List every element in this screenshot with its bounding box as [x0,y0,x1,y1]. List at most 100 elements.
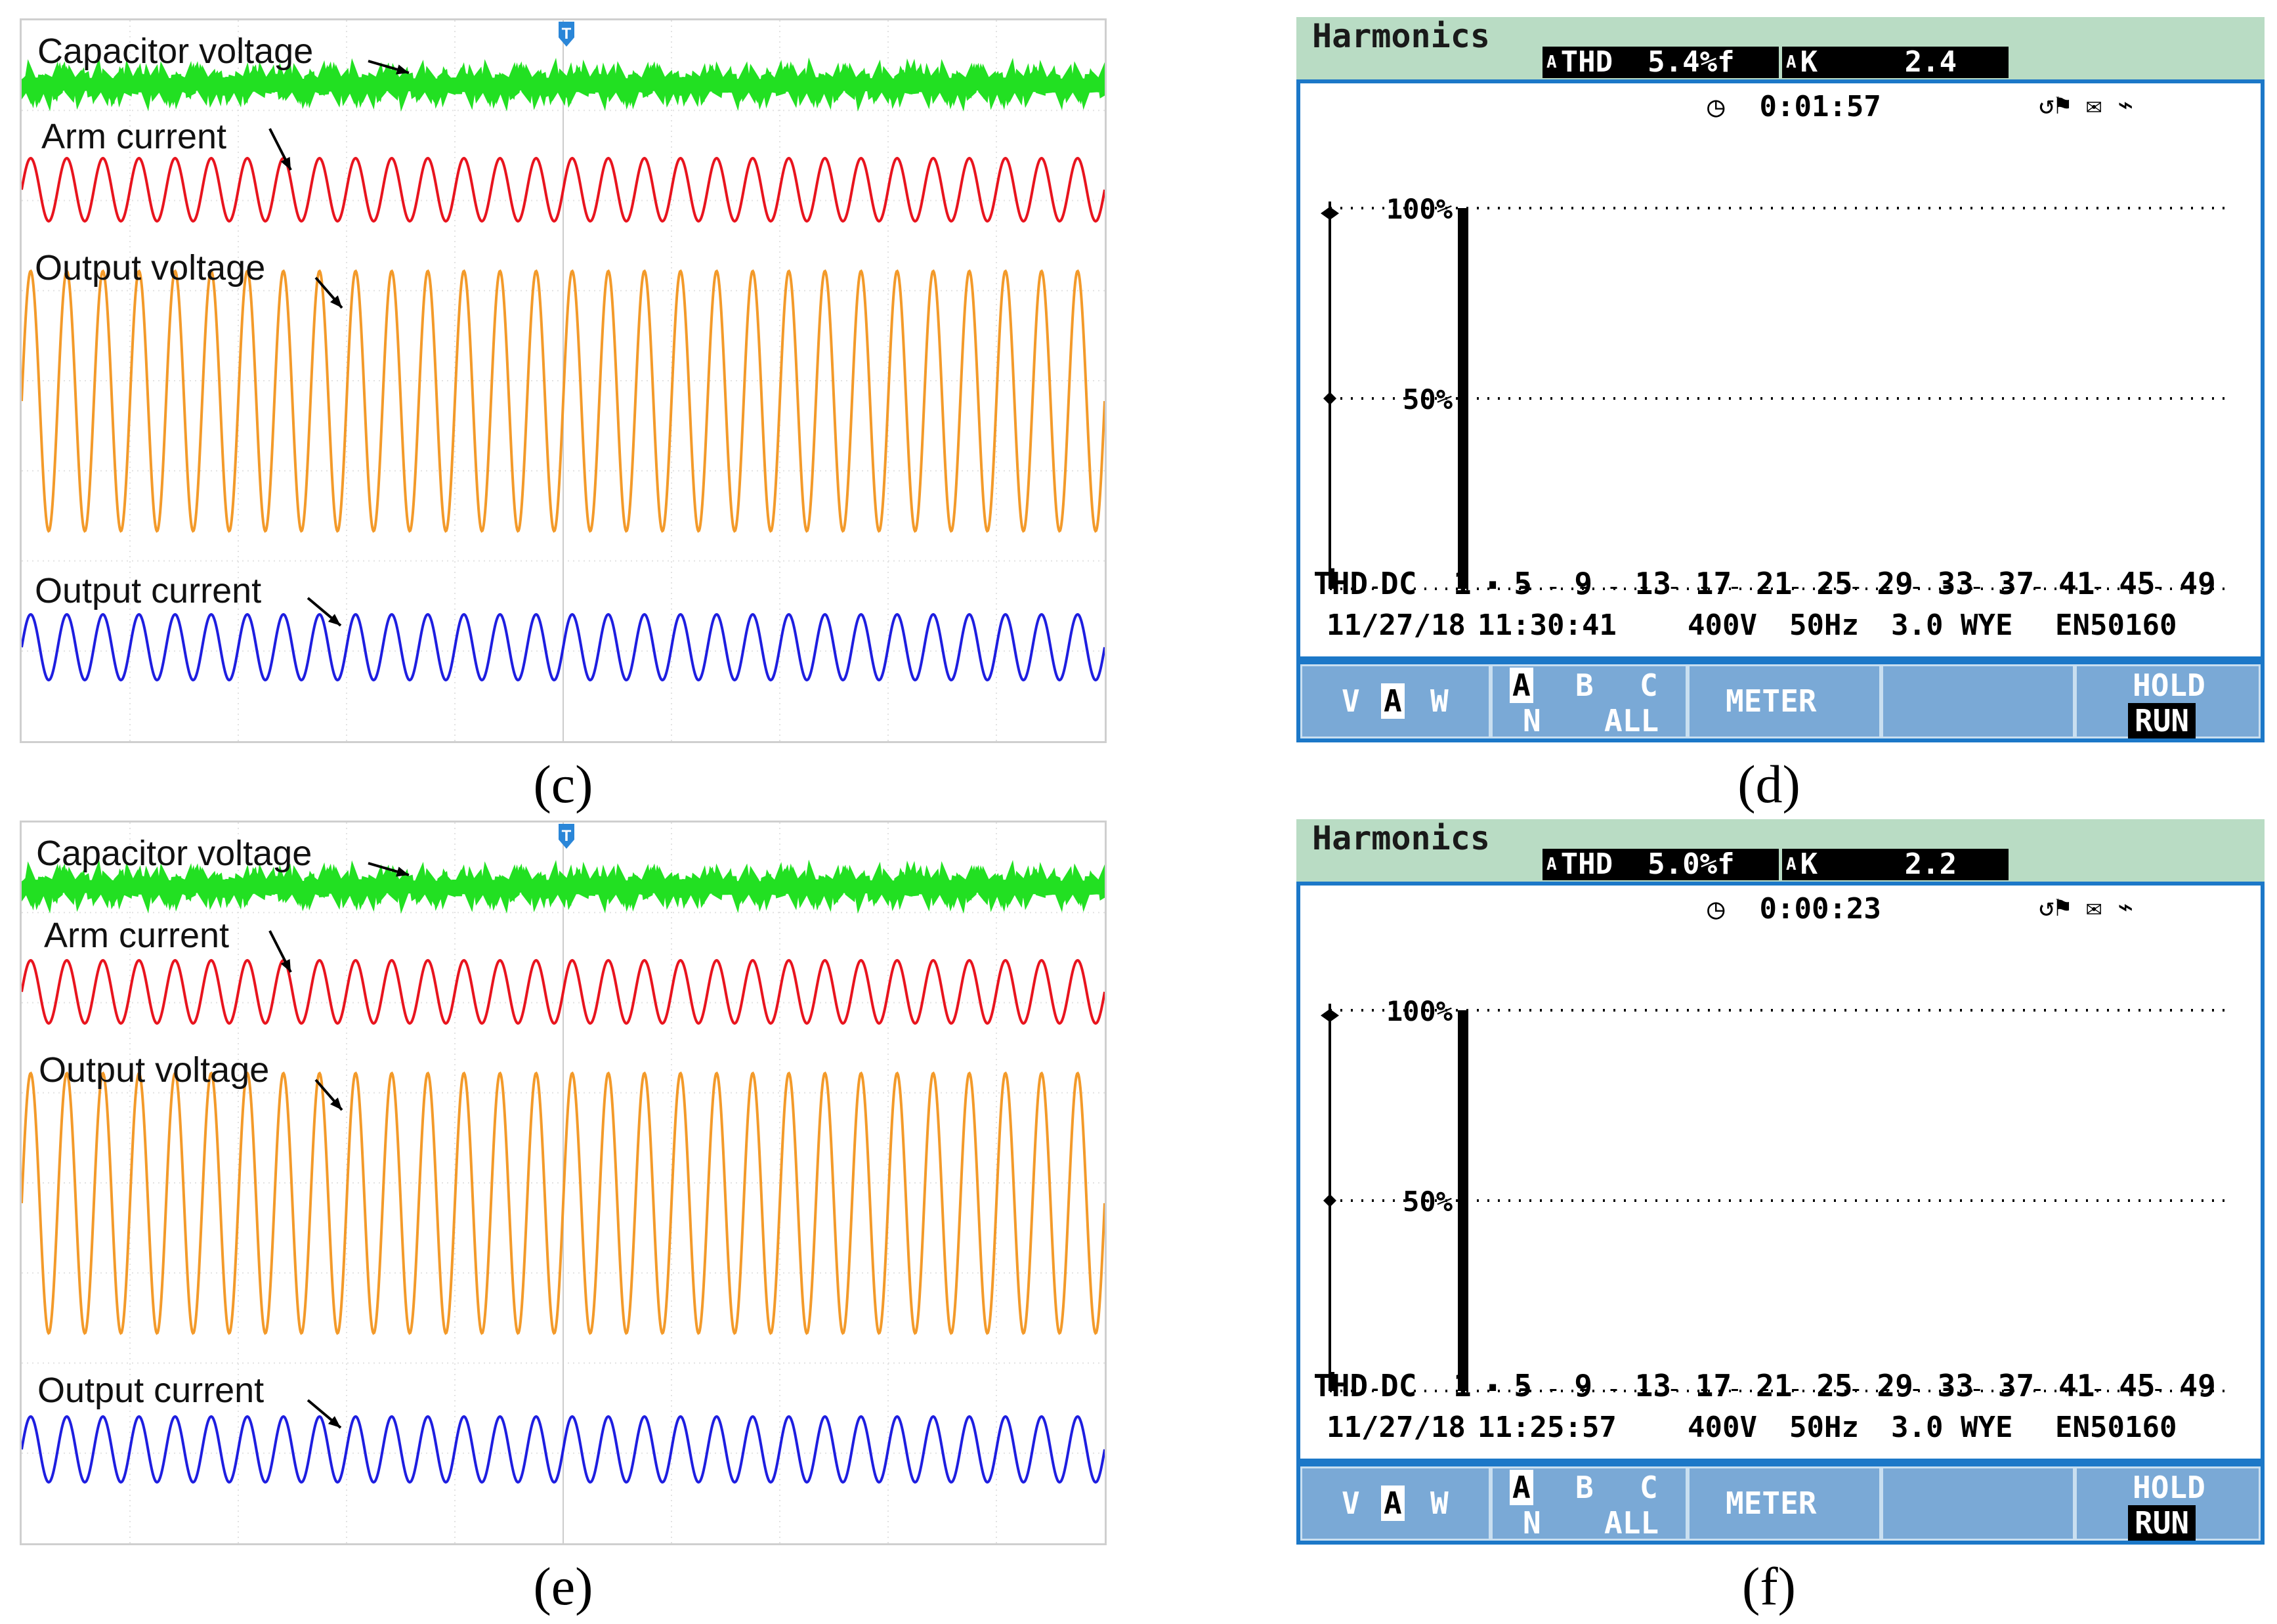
x-tick-label: 37 [1997,566,2035,601]
bar-harmonic-29 [1883,1389,1890,1391]
function-key-bar: V A W A B C N ALL METER HOLD RUN [1296,1463,2265,1545]
y-marker-50 [1323,1194,1336,1207]
bar-harmonic-31 [1913,1389,1920,1391]
fk-phase[interactable]: A B C N ALL [1491,1466,1688,1541]
x-tick-label: 5 [1514,1368,1532,1403]
x-tick-label: 5 [1514,566,1532,601]
x-tick-label: 41 [2058,1368,2095,1403]
y-tick-label: 50% [1403,383,1453,416]
x-tick-label: 1 [1453,566,1472,601]
fk-vaw[interactable]: V A W [1300,664,1491,738]
cursor-right-icon [1330,207,1339,220]
fk-meter[interactable]: METER [1688,1466,1881,1541]
bar-harmonic-49 [2185,587,2192,589]
trace-output-current [22,612,1105,682]
fk-vaw[interactable]: V A W [1300,1466,1491,1541]
x-tick-label: 13 [1634,1368,1671,1403]
bar-harmonic-11 [1610,1389,1617,1391]
bar-harmonic-39 [2033,587,2041,589]
fk-hold-run[interactable]: HOLD RUN [2075,664,2261,738]
bar-harmonic-19 [1731,1389,1738,1391]
status-icons: ↺⚑ ✉ ⌁ [2039,90,2134,120]
meter-time: 11:30:41 [1478,609,1617,642]
arrow-head [280,959,291,972]
x-tick-label: 49 [2179,566,2216,601]
output-voltage-label: Output voltage [35,248,266,288]
bar-harmonic-13 [1640,1389,1648,1391]
bar-harmonic-21 [1762,587,1768,589]
bar-harmonic-33 [1943,1388,1950,1391]
trigger-marker: T [559,824,574,849]
y-marker-50 [1323,392,1336,405]
clock-icon: ◷ [1707,90,1725,123]
caption-f: (f) [1742,1556,1796,1616]
fk-empty[interactable] [1881,1466,2075,1541]
meter-title: Harmonics [1312,17,1490,55]
trigger-marker: T [559,22,574,47]
trace-capacitor-voltage [22,859,1105,914]
bar-harmonic-15 [1671,1389,1678,1391]
bar-harmonic-23 [1792,1389,1799,1391]
bar-harmonic-dc [1373,586,1378,589]
bar-harmonic-45 [2125,1389,2132,1391]
bar-harmonic-1 [1458,1010,1468,1391]
timer-readout: ◷ 0:00:23 [1707,892,1881,926]
bar-harmonic-5 [1520,1388,1527,1391]
svg-text:T: T [562,827,572,845]
meter-title: Harmonics [1312,819,1490,857]
x-tick-label: DC [1380,1368,1417,1403]
arm-current-label: Arm current [41,117,227,156]
bar-harmonic-thd [1329,1372,1334,1391]
y-tick-label: 100% [1386,193,1453,225]
x-tick-label: 1 [1453,1368,1472,1403]
meter-time: 11:25:57 [1478,1411,1617,1444]
fk-empty[interactable] [1881,664,2075,738]
x-tick-label: DC [1380,566,1417,601]
x-tick-label: 33 [1937,566,1974,601]
bar-harmonic-1 [1458,208,1468,589]
arrow-head [328,614,341,626]
bar-harmonic-47 [2155,1389,2162,1391]
bar-harmonic-19 [1731,587,1738,589]
capacitor-voltage-label: Capacitor voltage [36,834,312,873]
meter-standard: EN50160 [2055,609,2177,642]
fk-hold-run[interactable]: HOLD RUN [2075,1466,2261,1541]
bar-harmonic-23 [1792,587,1799,589]
bar-harmonic-31 [1913,587,1920,589]
fk-phase[interactable]: A B C N ALL [1491,664,1688,738]
x-tick-label: 17 [1695,566,1732,601]
fk-meter[interactable]: METER [1688,664,1881,738]
bar-harmonic-25 [1822,587,1829,589]
bar-harmonic-37 [2003,587,2011,589]
x-tick-label: 21 [1756,566,1793,601]
y-tick-label: 50% [1403,1186,1453,1218]
trace-capacitor-voltage [22,57,1105,112]
bar-harmonic-3 [1489,1384,1497,1391]
output-voltage-label: Output voltage [39,1050,270,1090]
thd-readout: A THD 5.4%f [1543,47,1779,78]
x-tick-label: 13 [1634,566,1671,601]
bar-harmonic-thd [1329,568,1334,589]
bar-harmonic-9 [1580,1389,1587,1391]
bar-harmonic-27 [1852,1389,1860,1391]
y-tick-label: 100% [1386,995,1453,1027]
bar-harmonic-9 [1580,587,1587,589]
bar-harmonic-17 [1701,587,1708,589]
bar-harmonic-33 [1943,585,1950,589]
bar-harmonic-41 [2064,1389,2071,1391]
bar-harmonic-7 [1550,587,1557,589]
bar-harmonic-dc [1373,1388,1378,1391]
scope-panel-e: T Capacitor voltage Arm current Output v… [20,821,1107,1545]
bar-harmonic-5 [1520,586,1527,589]
bar-harmonic-7 [1550,1389,1557,1391]
function-key-bar: V A W A B C N ALL METER HOLD RUN [1296,660,2265,742]
arrow-head [330,295,342,308]
arrow-head [396,64,409,75]
bar-harmonic-45 [2125,587,2132,589]
capacitor-voltage-label: Capacitor voltage [37,32,314,71]
trace-output-voltage [22,1071,1105,1335]
